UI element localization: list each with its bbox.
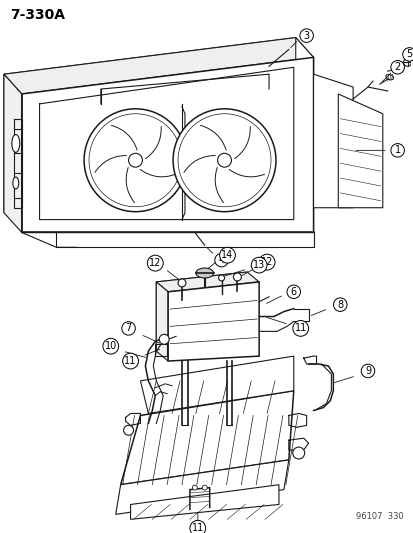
Text: 14: 14 (221, 250, 233, 260)
Text: 7-330A: 7-330A (10, 8, 65, 22)
Polygon shape (337, 94, 382, 208)
Circle shape (84, 109, 187, 212)
Text: 96107  330: 96107 330 (355, 512, 403, 521)
Circle shape (233, 273, 241, 281)
Circle shape (159, 334, 169, 344)
Polygon shape (22, 58, 313, 232)
Polygon shape (130, 484, 278, 519)
Circle shape (202, 485, 207, 490)
Circle shape (292, 447, 304, 459)
Ellipse shape (385, 75, 393, 80)
Circle shape (217, 154, 231, 167)
Ellipse shape (195, 268, 213, 278)
Text: 3: 3 (303, 30, 309, 41)
Text: 11: 11 (124, 356, 136, 366)
Polygon shape (116, 460, 288, 514)
Text: 4: 4 (218, 255, 224, 265)
Text: 6: 6 (290, 287, 296, 297)
Polygon shape (140, 356, 293, 414)
Text: 5: 5 (406, 50, 412, 59)
Circle shape (218, 275, 224, 281)
Polygon shape (156, 272, 247, 351)
Circle shape (178, 114, 271, 207)
Polygon shape (156, 272, 259, 292)
Polygon shape (313, 74, 352, 208)
Ellipse shape (13, 177, 19, 189)
Polygon shape (295, 38, 313, 232)
Text: 12: 12 (149, 258, 161, 268)
Circle shape (403, 58, 411, 66)
Polygon shape (4, 38, 313, 94)
Circle shape (89, 114, 182, 207)
Circle shape (128, 154, 142, 167)
Circle shape (173, 109, 275, 212)
Circle shape (192, 485, 197, 490)
Text: 8: 8 (336, 300, 342, 310)
Circle shape (123, 425, 133, 435)
Polygon shape (4, 38, 295, 213)
Circle shape (178, 279, 185, 287)
Polygon shape (4, 74, 22, 232)
Text: 13: 13 (252, 260, 265, 270)
Text: 7: 7 (125, 324, 131, 334)
Text: 12: 12 (260, 257, 273, 267)
Ellipse shape (12, 134, 20, 152)
Text: 2: 2 (394, 62, 400, 72)
Text: 11: 11 (294, 324, 306, 334)
Text: 11: 11 (191, 523, 204, 533)
Polygon shape (120, 391, 293, 484)
Text: 10: 10 (104, 341, 116, 351)
Polygon shape (156, 282, 168, 361)
Text: 1: 1 (394, 146, 400, 155)
Text: 9: 9 (364, 366, 370, 376)
Polygon shape (168, 282, 259, 361)
